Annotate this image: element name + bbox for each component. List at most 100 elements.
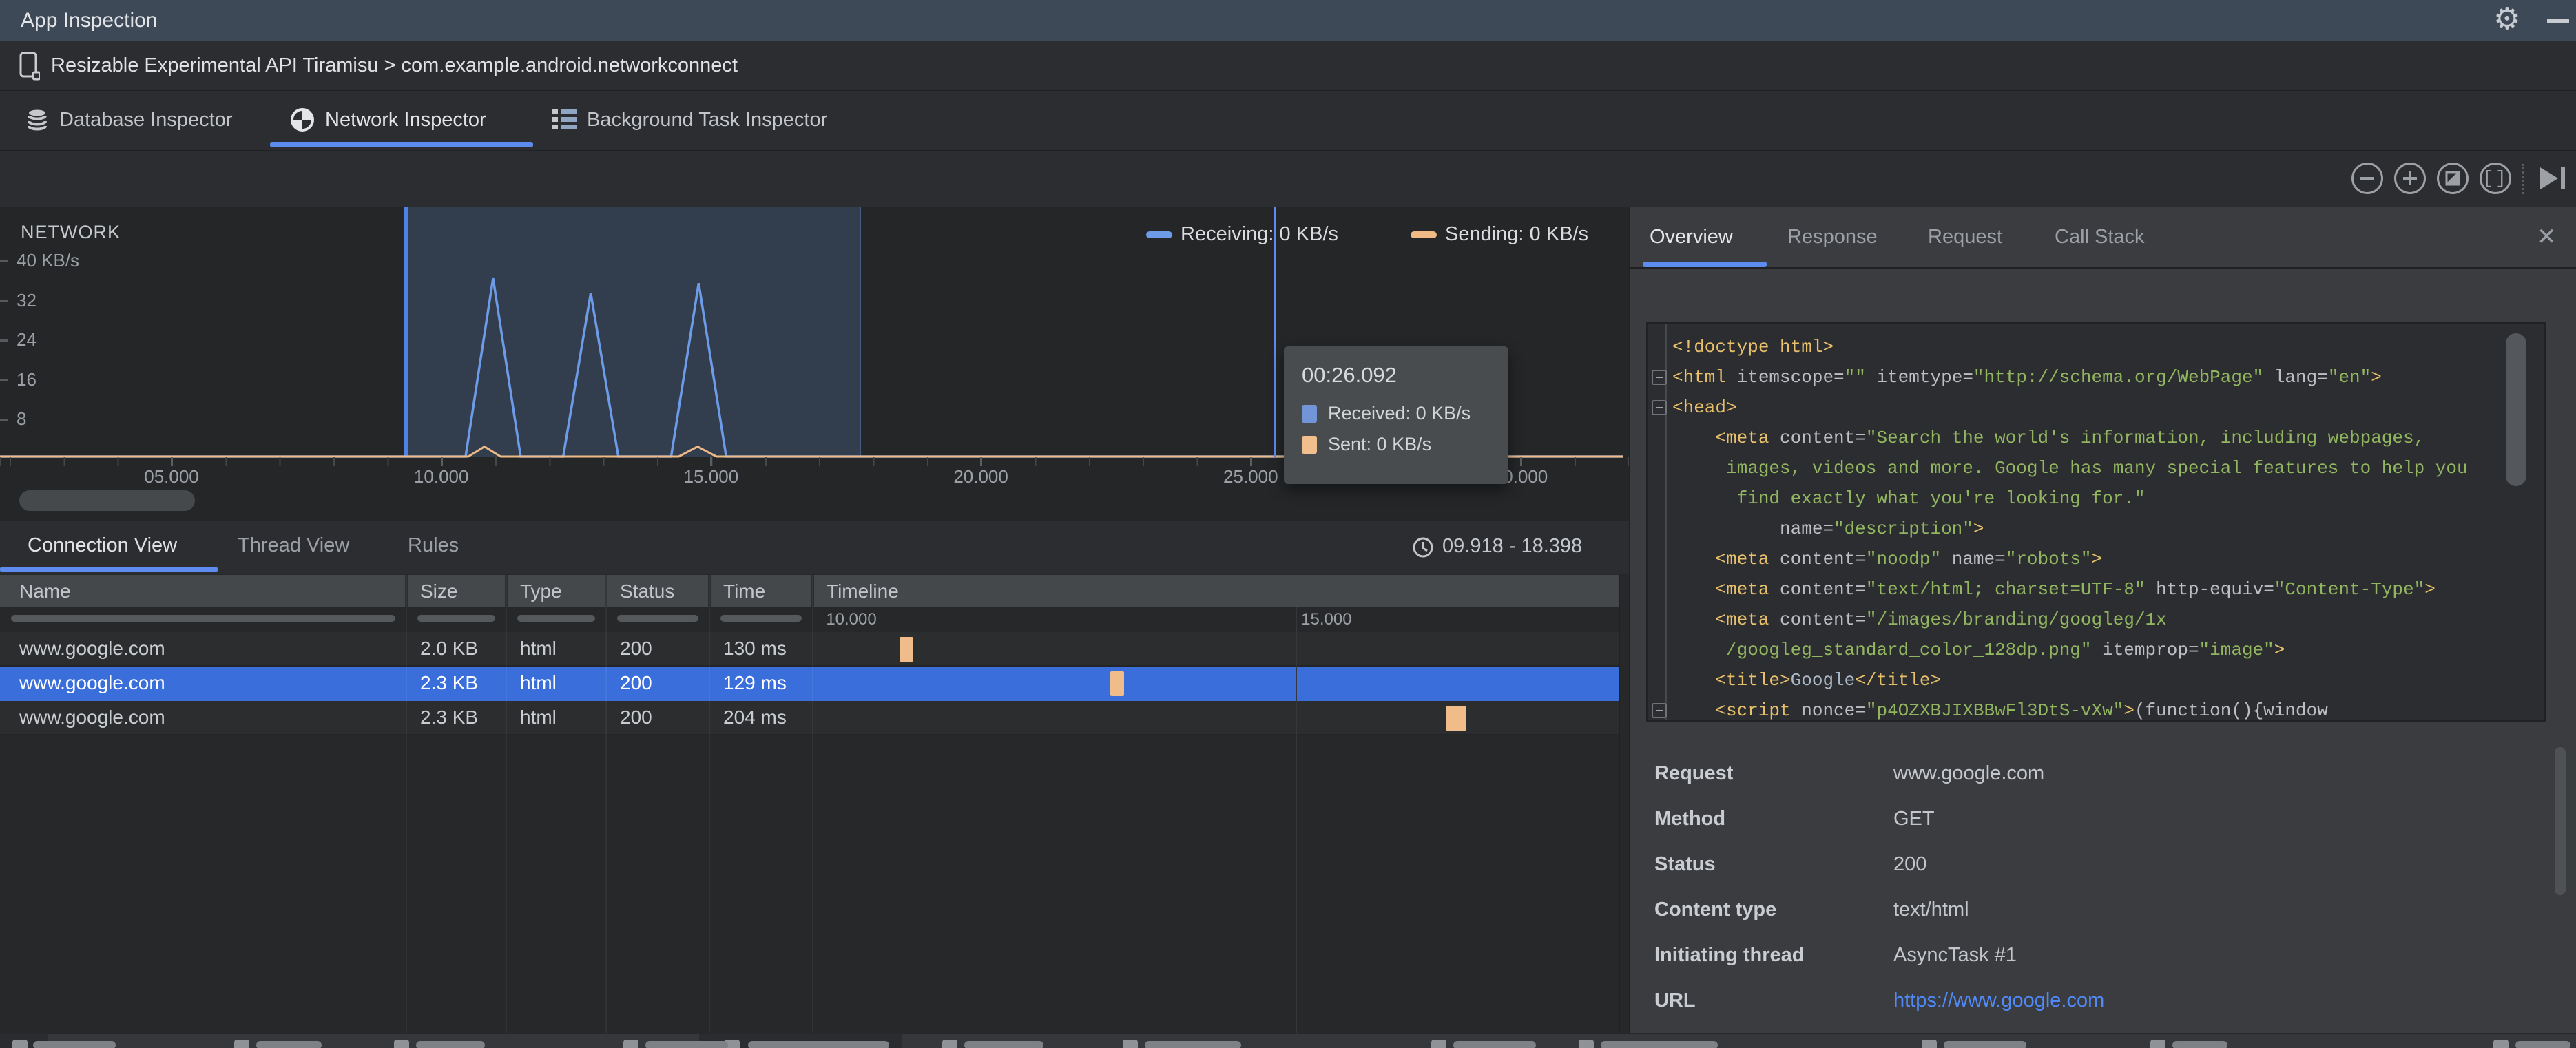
chart-scrollbar-thumb[interactable] bbox=[19, 490, 195, 511]
table-row[interactable]: www.google.com 2.0 KB html 200 130 ms bbox=[0, 632, 1619, 667]
fold-collapse-icon[interactable] bbox=[1652, 400, 1667, 415]
timeline-request-block bbox=[1110, 671, 1124, 696]
toolwindow-button-label[interactable] bbox=[964, 1041, 1043, 1048]
timeline-gridline bbox=[1296, 607, 1298, 1033]
minimize-icon[interactable] bbox=[2547, 19, 2569, 23]
reset-zoom-button[interactable] bbox=[2437, 163, 2469, 194]
code-token: "image" bbox=[2199, 640, 2274, 660]
code-token: > bbox=[2091, 549, 2103, 569]
column-header-name[interactable]: Name bbox=[19, 580, 71, 602]
column-header-timeline[interactable]: Timeline bbox=[827, 580, 899, 602]
tab-rules[interactable]: Rules bbox=[408, 534, 459, 556]
network-chart-region[interactable]: NETWORK 40 KB/s 32 24 16 8 05.000 10.000 15.00… bbox=[0, 207, 1629, 521]
tab-request[interactable]: Request bbox=[1928, 225, 2003, 248]
timeline-axis-label: 10.000 bbox=[826, 610, 877, 629]
code-token: "description" bbox=[1834, 518, 1973, 539]
code-token: itemtype bbox=[1865, 367, 1963, 388]
column-header-size[interactable]: Size bbox=[420, 580, 458, 602]
code-token: > bbox=[2371, 367, 2382, 388]
toolwindow-button-icon[interactable] bbox=[12, 1040, 28, 1048]
detail-row: Initiating thread AsyncTask #1 bbox=[1630, 940, 2576, 970]
toolwindow-button-label[interactable] bbox=[2172, 1041, 2227, 1048]
selected-tab-underline bbox=[0, 567, 218, 572]
toolwindow-button-icon[interactable] bbox=[1579, 1040, 1594, 1048]
tab-response[interactable]: Response bbox=[1787, 225, 1878, 248]
toolwindow-button-icon[interactable] bbox=[2150, 1040, 2165, 1048]
header-separator bbox=[505, 575, 508, 607]
cell-type: html bbox=[520, 706, 557, 728]
code-token: <html bbox=[1672, 367, 1727, 388]
zoom-in-button[interactable] bbox=[2394, 163, 2426, 194]
toolwindow-button-icon[interactable] bbox=[234, 1040, 249, 1048]
toolwindow-button-label[interactable] bbox=[645, 1041, 728, 1048]
panel-scrollbar-thumb[interactable] bbox=[2555, 747, 2566, 895]
toolwindow-button-icon[interactable] bbox=[725, 1040, 740, 1048]
toolwindow-button-label[interactable] bbox=[2515, 1041, 2570, 1048]
toolwindow-button-icon[interactable] bbox=[1922, 1040, 1937, 1048]
toolwindow-button-icon[interactable] bbox=[1123, 1040, 1138, 1048]
tab-overview[interactable]: Overview bbox=[1650, 225, 1733, 248]
toolwindow-button-label[interactable] bbox=[1944, 1041, 2026, 1048]
y-axis-label: 24 bbox=[17, 329, 37, 350]
chart-selection-range[interactable] bbox=[404, 207, 861, 457]
toolwindow-button-label[interactable] bbox=[416, 1041, 485, 1048]
toolwindow-button-label[interactable] bbox=[256, 1041, 322, 1048]
table-row[interactable]: www.google.com 2.3 KB html 200 129 ms bbox=[0, 667, 1619, 701]
column-header-type[interactable]: Type bbox=[520, 580, 562, 602]
globe-icon bbox=[289, 107, 315, 133]
toolwindow-button-label[interactable] bbox=[1601, 1041, 1718, 1048]
zoom-out-button[interactable] bbox=[2351, 163, 2383, 194]
tab-call-stack[interactable]: Call Stack bbox=[2055, 225, 2145, 248]
fold-collapse-icon[interactable] bbox=[1652, 703, 1667, 718]
tab-background-task-inspector[interactable]: Background Task Inspector bbox=[551, 91, 827, 149]
code-token: http-equiv bbox=[2145, 579, 2264, 600]
timeline-axis-label: 15.000 bbox=[1301, 610, 1352, 629]
code-token: content bbox=[1769, 609, 1856, 630]
fold-collapse-icon[interactable] bbox=[1652, 370, 1667, 385]
code-scrollbar-thumb[interactable] bbox=[2506, 333, 2526, 486]
toolwindow-button-icon[interactable] bbox=[1431, 1040, 1446, 1048]
toolwindow-button-icon[interactable] bbox=[2493, 1040, 2509, 1048]
toolwindow-button-label[interactable] bbox=[1453, 1041, 1536, 1048]
tab-connection-view[interactable]: Connection View bbox=[28, 534, 178, 556]
column-header-status[interactable]: Status bbox=[620, 580, 675, 602]
code-token: name bbox=[1941, 549, 1995, 569]
go-live-button[interactable] bbox=[2536, 163, 2570, 194]
toolwindow-button-label[interactable] bbox=[1145, 1041, 1241, 1048]
code-line: <html itemscope="" itemtype="http://sche… bbox=[1672, 362, 2382, 392]
window-title: App Inspection bbox=[21, 9, 158, 32]
detail-row: URL https://www.google.com bbox=[1630, 985, 2576, 1016]
column-header-time[interactable]: Time bbox=[723, 580, 766, 602]
code-line: <meta content="noodp" name="robots"> bbox=[1672, 544, 2102, 574]
detail-row: Method GET bbox=[1630, 804, 2576, 834]
tab-thread-view[interactable]: Thread View bbox=[238, 534, 350, 556]
cell-time: 129 ms bbox=[723, 672, 787, 693]
tab-database-inspector[interactable]: Database Inspector bbox=[25, 91, 232, 149]
gear-icon[interactable]: ⚙ bbox=[2493, 1, 2521, 36]
cell-status: 200 bbox=[620, 672, 652, 693]
close-icon[interactable]: ✕ bbox=[2537, 224, 2557, 250]
response-code-viewer[interactable]: <!doctype html> <html itemscope="" itemty… bbox=[1646, 322, 2546, 722]
toolwindow-button-icon[interactable] bbox=[942, 1040, 957, 1048]
toolwindow-button-label[interactable] bbox=[748, 1041, 889, 1048]
x-axis-tick bbox=[1519, 457, 1522, 466]
cell-size: 2.0 KB bbox=[420, 638, 479, 659]
code-token: = bbox=[1855, 549, 1866, 569]
code-token: "noodp" bbox=[1865, 549, 1942, 569]
code-token: <head> bbox=[1672, 397, 1737, 418]
column-separator bbox=[605, 575, 607, 1033]
url-link[interactable]: https://www.google.com bbox=[1893, 989, 2105, 1012]
column-range-bar bbox=[720, 615, 802, 622]
toolwindow-button-icon[interactable] bbox=[623, 1040, 638, 1048]
tab-label: Network Inspector bbox=[325, 108, 486, 131]
process-selector-bar[interactable]: Resizable Experimental API Tiramisu > co… bbox=[0, 41, 2576, 112]
toolwindow-button-label[interactable] bbox=[33, 1041, 116, 1048]
code-token: "text/html; charset=UTF-8" bbox=[1865, 579, 2146, 600]
tab-network-inspector[interactable]: Network Inspector bbox=[289, 91, 486, 149]
cell-type: html bbox=[520, 638, 557, 659]
zoom-to-selection-button[interactable]: [] bbox=[2480, 163, 2511, 194]
toolwindow-button-icon[interactable] bbox=[394, 1040, 409, 1048]
code-token: content bbox=[1769, 549, 1856, 569]
table-row[interactable]: www.google.com 2.3 KB html 200 204 ms bbox=[0, 701, 1619, 735]
